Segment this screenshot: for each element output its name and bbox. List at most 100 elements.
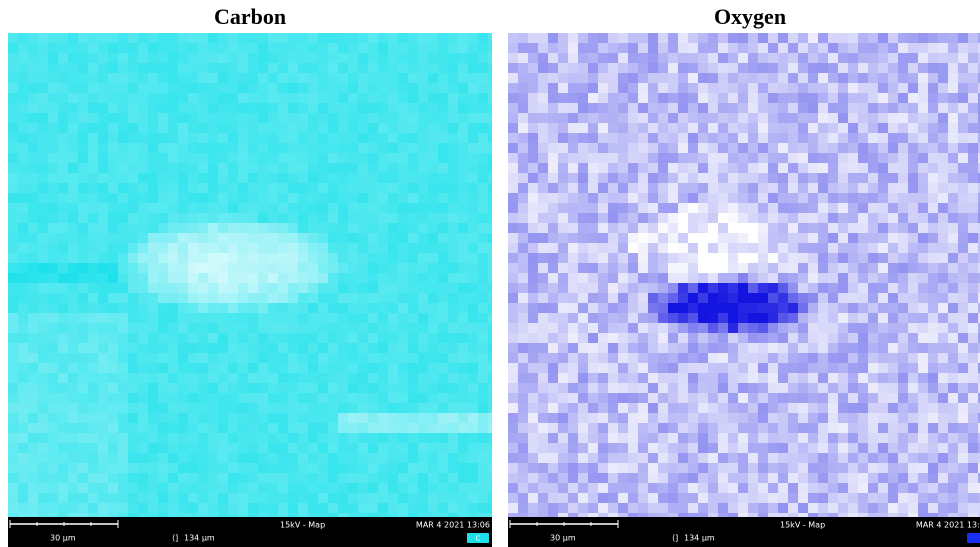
map-pixel [898,343,908,353]
map-pixel [618,473,628,483]
map-pixel [388,213,398,223]
map-pixel [268,353,278,363]
map-pixel [748,133,758,143]
map-pixel [558,273,568,283]
map-pixel [168,133,178,143]
map-pixel [798,223,808,233]
map-pixel [578,133,588,143]
map-pixel [418,73,428,83]
map-pixel [908,383,918,393]
map-pixel [348,333,358,343]
map-pixel [628,433,638,443]
map-pixel [648,453,658,463]
map-pixel [478,363,488,373]
map-pixel [288,213,298,223]
carbon-map: 30 µm⟨]134 µm15kV - MapMAR 4 2021 13:06C [8,33,492,547]
map-pixel [138,183,148,193]
map-pixel [628,243,638,253]
map-pixel [818,383,828,393]
map-pixel [598,153,608,163]
map-pixel [18,253,28,263]
map-pixel [798,273,808,283]
map-pixel [558,143,568,153]
map-pixel [518,193,528,203]
map-pixel [938,223,948,233]
map-pixel [68,123,78,133]
map-pixel [48,203,58,213]
map-pixel [398,503,408,513]
map-pixel [938,253,948,263]
map-pixel [158,503,168,513]
map-pixel [888,313,898,323]
map-pixel [818,63,828,73]
map-pixel [468,413,478,423]
map-pixel [88,303,98,313]
map-pixel [228,273,238,283]
map-pixel [618,93,628,103]
map-pixel [338,373,348,383]
map-pixel [588,173,598,183]
map-pixel [258,333,268,343]
map-pixel [58,93,68,103]
map-pixel [458,383,468,393]
map-pixel [638,203,648,213]
map-pixel [858,83,868,93]
map-pixel [578,503,588,513]
map-pixel [828,323,838,333]
map-pixel [108,503,118,513]
map-pixel [808,53,818,63]
map-pixel [328,253,338,263]
map-pixel [608,93,618,103]
map-pixel [478,283,488,293]
map-pixel [128,483,138,493]
map-pixel [8,443,18,453]
map-pixel [728,293,738,303]
map-pixel [238,103,248,113]
map-pixel [618,123,628,133]
map-pixel [288,493,298,503]
map-pixel [278,293,288,303]
map-pixel [868,73,878,83]
map-pixel [428,403,438,413]
map-pixel [18,53,28,63]
map-pixel [428,453,438,463]
map-pixel [678,213,688,223]
map-pixel [698,353,708,363]
map-pixel [688,273,698,283]
map-pixel [238,333,248,343]
map-pixel [838,343,848,353]
map-pixel [588,263,598,273]
map-pixel [528,323,538,333]
map-pixel [748,403,758,413]
map-pixel [738,293,748,303]
map-pixel [98,403,108,413]
map-pixel [48,413,58,423]
map-pixel [698,513,708,517]
map-pixel [778,243,788,253]
map-pixel [908,403,918,413]
map-pixel [58,303,68,313]
map-pixel [378,503,388,513]
map-pixel [268,263,278,273]
map-pixel [728,43,738,53]
map-pixel [798,143,808,153]
map-pixel [188,213,198,223]
map-pixel [28,153,38,163]
map-pixel [188,293,198,303]
map-pixel [48,383,58,393]
map-pixel [198,273,208,283]
map-pixel [88,253,98,263]
map-pixel [478,53,488,63]
map-pixel [318,323,328,333]
map-pixel [68,103,78,113]
map-pixel [738,83,748,93]
map-pixel [288,233,298,243]
map-pixel [738,113,748,123]
map-pixel [178,243,188,253]
map-pixel [8,333,18,343]
map-pixel [318,173,328,183]
map-pixel [138,483,148,493]
map-pixel [508,273,518,283]
map-pixel [178,293,188,303]
map-pixel [578,43,588,53]
